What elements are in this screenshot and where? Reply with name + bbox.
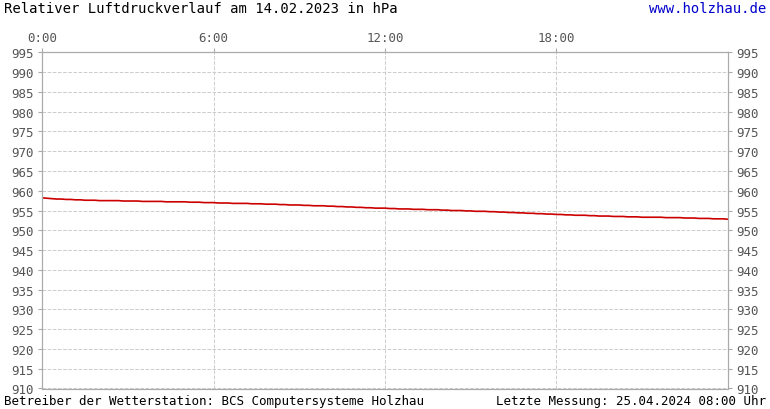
Text: www.holzhau.de: www.holzhau.de — [649, 2, 766, 16]
Text: Letzte Messung: 25.04.2024 08:00 Uhr: Letzte Messung: 25.04.2024 08:00 Uhr — [496, 394, 766, 407]
Text: Relativer Luftdruckverlauf am 14.02.2023 in hPa: Relativer Luftdruckverlauf am 14.02.2023… — [4, 2, 397, 16]
Text: Betreiber der Wetterstation: BCS Computersysteme Holzhau: Betreiber der Wetterstation: BCS Compute… — [4, 394, 424, 407]
